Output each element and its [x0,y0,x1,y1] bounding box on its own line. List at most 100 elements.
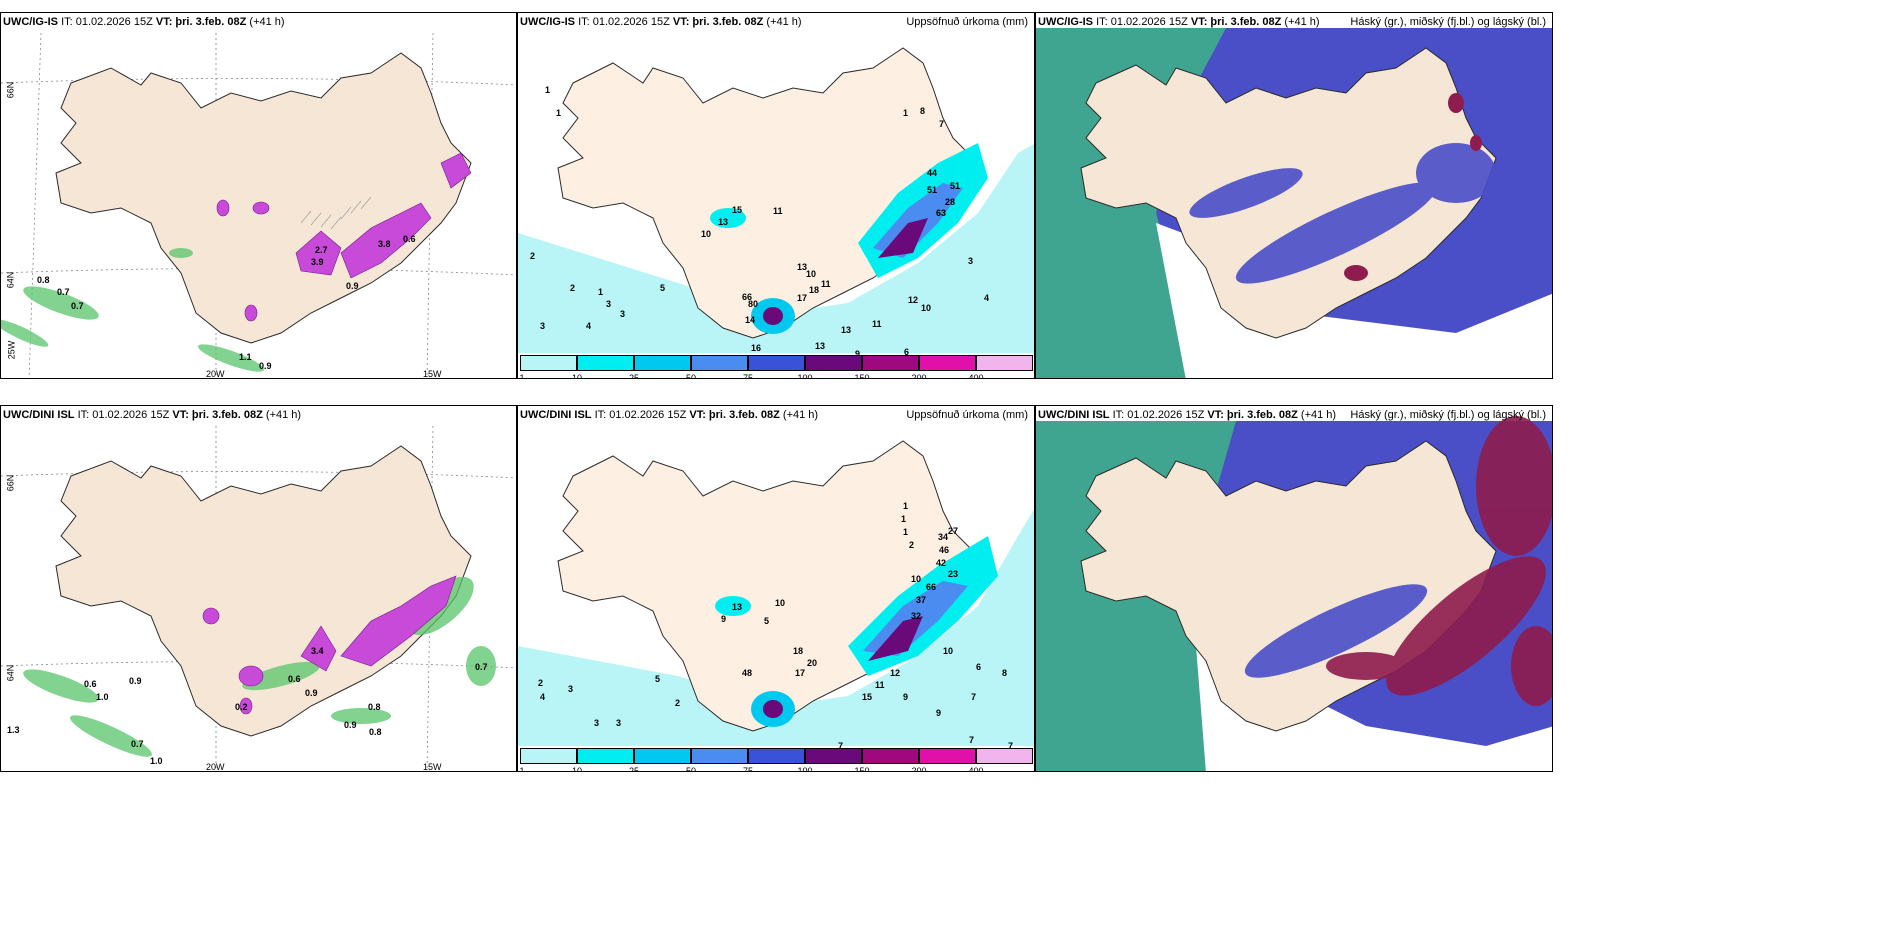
value-label: 0.6 [84,679,97,689]
panel-clouds-dini: Háský (gr.), miðský (fj.bl.) og lágský (… [1035,405,1553,772]
value-label: 1.1 [239,352,252,362]
iceland-land [55,52,472,344]
panel-accumulated-precip-dini: 1 1 1 2 13 10 9 5 5 2 3 4 3 3 2 34 27 46… [517,405,1035,772]
colorbar-segment [520,748,577,764]
lat-label: 66N [5,81,16,99]
value-label: 0.7 [57,287,70,297]
value-label: 2 [538,678,544,688]
value-label: 51 [927,185,938,195]
value-label: 23 [948,569,959,579]
value-label: 6 [976,662,982,672]
panel-subtitle: Háský (gr.), miðský (fj.bl.) og lágský (… [1350,409,1546,421]
value-label: 48 [742,668,753,678]
colorbar-segment [691,355,748,371]
value-label: 4 [540,692,546,702]
value-label: 0.9 [344,720,357,730]
value-label: 9 [936,708,942,718]
value-label: 8 [1002,668,1008,678]
panel-title: UWC/IG-IS IT: 01.02.2026 15Z VT: þri. 3.… [520,16,802,28]
iceland-land [1080,47,1497,339]
colorbar-tick: 200 [911,373,927,379]
value-label: 0.9 [129,676,142,686]
value-label: 5 [660,283,666,293]
value-label: 7 [939,119,945,129]
value-label: 9 [855,349,861,359]
value-label: 1 [901,514,907,524]
value-label: 14 [745,315,756,325]
colorbar-segment [634,748,691,764]
map-canvas [1036,416,1552,771]
panel-title: UWC/DINI ISL IT: 01.02.2026 15Z VT: þri.… [520,409,819,421]
value-label: 9 [903,692,909,702]
value-label: 18 [809,285,820,295]
value-label: 3 [968,256,974,266]
panel-accumulated-precip-igis: 1 1 1 15 13 11 10 5 2 3 4 3 3 2 1 44 51 … [517,12,1035,379]
colorbar-tick: 25 [628,766,640,772]
lat-label: 66N [5,474,16,492]
colorbar-tick: 100 [797,766,813,772]
value-label: 0.2 [235,702,248,712]
value-label: 13 [815,341,826,351]
value-label: 1.0 [96,692,109,702]
value-label: 3 [540,321,546,331]
value-label: 10 [806,269,817,279]
value-label: 3.8 [378,239,391,249]
value-label: 1 [545,85,551,95]
value-label: 11 [773,206,783,216]
colorbar-tick: 50 [685,766,697,772]
map-canvas [1036,28,1552,378]
panel-wind-precip-dini: 0.6 1.0 0.9 3.4 0.6 0.9 0.2 0.8 0.9 0.8 … [0,405,517,772]
value-label: 5 [655,674,661,684]
colorbar-tick: 10 [571,373,583,379]
value-label: 3.9 [311,257,324,267]
lon-label: 15W [423,762,442,772]
colorbar-tick: 150 [854,766,870,772]
lon-label: 20W [206,762,225,772]
value-label: 0.9 [305,688,318,698]
precip-colorbar: 1 10 25 50 75 100 150 200 400 [519,355,1034,379]
colorbar-segment [919,748,976,764]
value-label: 8 [920,106,926,116]
colorbar-tick: 1 [519,766,525,772]
value-label: 1 [598,287,604,297]
value-label: 7 [969,735,975,745]
colorbar-tick: 400 [968,373,984,379]
iceland-land [55,445,472,737]
panel-wind-precip-igis: 0.8 0.7 0.7 2.7 3.9 3.8 0.6 0.9 1.1 0.9 … [0,12,517,379]
value-label: 5 [764,616,770,626]
colorbar-tick: 25 [628,373,640,379]
panel-subtitle: Uppsöfnuð úrkoma (mm) [906,16,1028,28]
colorbar-segment [976,355,1033,371]
value-label: 46 [939,545,950,555]
value-label: 6 [904,347,910,357]
colorbar-segment [520,355,577,371]
value-label: 3 [606,299,612,309]
value-label: 10 [701,229,712,239]
value-label: 27 [948,526,959,536]
colorbar-tick: 1 [519,373,525,379]
colorbar-tick: 75 [742,373,754,379]
value-label: 2.7 [315,245,328,255]
value-label: 17 [797,293,808,303]
value-label: 16 [751,343,762,353]
value-label: 66 [742,292,753,302]
colorbar-segment [805,355,862,371]
map-canvas [1,32,516,378]
panel-subtitle: Háský (gr.), miðský (fj.bl.) og lágský (… [1350,16,1546,28]
value-label: 13 [841,325,852,335]
value-label: 4 [984,293,990,303]
value-label: 0.8 [369,727,382,737]
lon-label: 20W [206,369,225,379]
value-label: 34 [938,532,949,542]
colorbar-segment [748,355,805,371]
value-label: 66 [926,582,937,592]
value-label: 1 [903,501,909,511]
colorbar-segment [634,355,691,371]
value-label: 1 [903,527,909,537]
value-label: 10 [911,574,922,584]
value-label: 3 [568,684,574,694]
value-label: 32 [911,611,922,621]
panel-title: UWC/DINI ISL IT: 01.02.2026 15Z VT: þri.… [3,409,302,421]
value-label: 1 [556,108,562,118]
value-label: 0.7 [71,301,84,311]
